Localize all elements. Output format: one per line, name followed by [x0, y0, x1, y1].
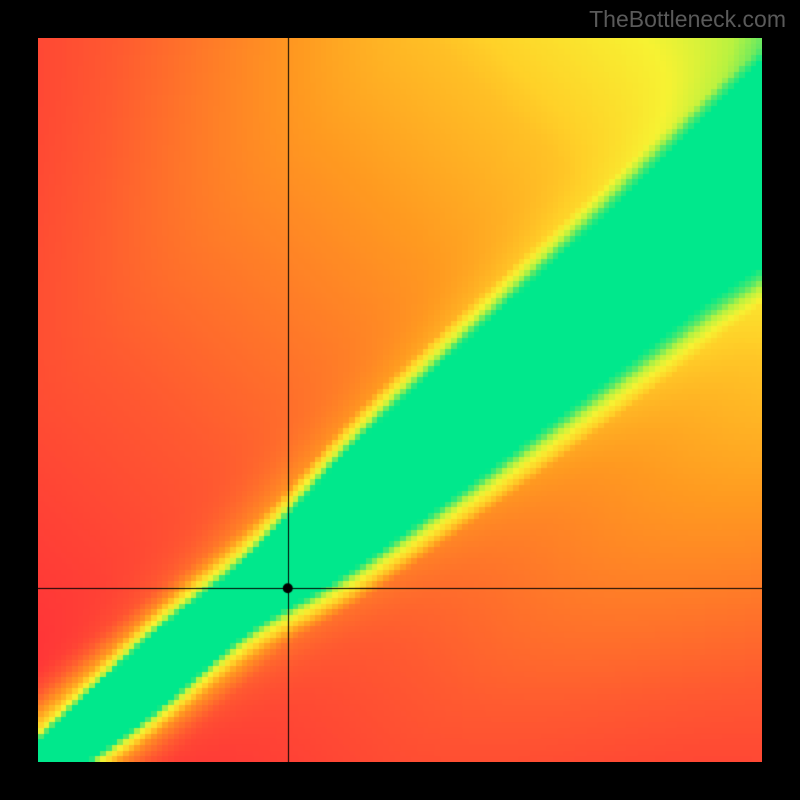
plot-frame: [38, 38, 762, 762]
chart-container: TheBottleneck.com: [0, 0, 800, 800]
heatmap-canvas: [38, 38, 762, 762]
watermark-text: TheBottleneck.com: [589, 6, 786, 33]
